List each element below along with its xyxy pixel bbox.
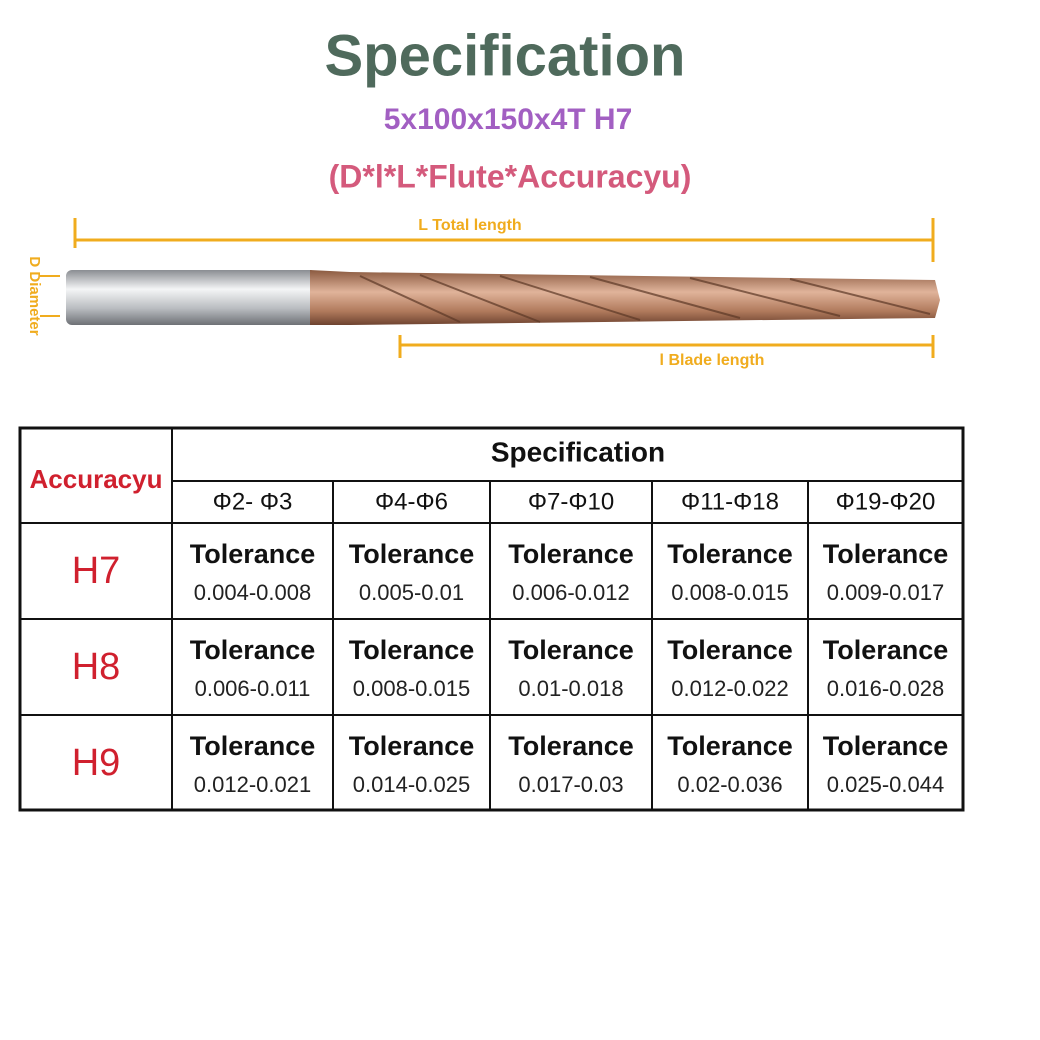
diameter-label: D Diameter <box>26 256 43 335</box>
cell-value: 0.016-0.028 <box>827 676 944 701</box>
cell-value: 0.008-0.015 <box>671 580 788 605</box>
cell-name: Tolerance <box>349 539 475 569</box>
cell-value: 0.009-0.017 <box>827 580 944 605</box>
corner-label: Accuracyu <box>30 464 163 494</box>
column-header: Φ7-Φ10 <box>528 488 614 515</box>
cell-name: Tolerance <box>508 731 634 761</box>
cell-value: 0.014-0.025 <box>353 772 470 797</box>
cell-name: Tolerance <box>508 635 634 665</box>
row-label: H9 <box>72 742 121 784</box>
cell-name: Tolerance <box>667 731 793 761</box>
cell-name: Tolerance <box>823 635 949 665</box>
column-header: Φ11-Φ18 <box>681 488 779 515</box>
cell-name: Tolerance <box>190 731 316 761</box>
cell-value: 0.025-0.044 <box>827 772 944 797</box>
cell-value: 0.012-0.021 <box>194 772 311 797</box>
blade-length-label: l Blade length <box>660 352 765 369</box>
cell-value: 0.017-0.03 <box>518 772 623 797</box>
cell-name: Tolerance <box>349 731 475 761</box>
cell-value: 0.006-0.011 <box>195 676 311 701</box>
cell-value: 0.02-0.036 <box>677 772 782 797</box>
cell-value: 0.004-0.008 <box>194 580 311 605</box>
cell-value: 0.008-0.015 <box>353 676 470 701</box>
cell-name: Tolerance <box>667 635 793 665</box>
reamer-illustration <box>66 270 940 325</box>
column-header: Φ2- Φ3 <box>213 488 293 515</box>
cell-value: 0.006-0.012 <box>512 580 629 605</box>
spec-table: Accuracyu Specification Φ2- Φ3 Φ4-Φ6 Φ7-Φ10 Φ… <box>18 426 965 812</box>
cell-value: 0.005-0.01 <box>359 580 464 605</box>
cell-value: 0.01-0.018 <box>518 676 623 701</box>
format: (D*l*L*Flute*Accuracyu) <box>329 158 692 194</box>
cell-name: Tolerance <box>349 635 475 665</box>
dimension-lines <box>40 218 935 358</box>
cell-value: 0.012-0.022 <box>671 676 788 701</box>
cell-name: Tolerance <box>190 539 316 569</box>
row-label: H8 <box>72 646 121 688</box>
total-length-label: L Total length <box>418 217 521 234</box>
column-header: Φ4-Φ6 <box>375 488 448 515</box>
cell-name: Tolerance <box>190 635 316 665</box>
model: 5x100x150x4T H7 <box>384 103 633 136</box>
cell-name: Tolerance <box>823 539 949 569</box>
column-header: Φ19-Φ20 <box>836 488 936 515</box>
group-header: Specification <box>491 436 665 467</box>
cell-name: Tolerance <box>667 539 793 569</box>
cell-name: Tolerance <box>508 539 634 569</box>
cell-name: Tolerance <box>823 731 949 761</box>
title: Specification <box>325 23 686 88</box>
row-label: H7 <box>72 550 121 592</box>
